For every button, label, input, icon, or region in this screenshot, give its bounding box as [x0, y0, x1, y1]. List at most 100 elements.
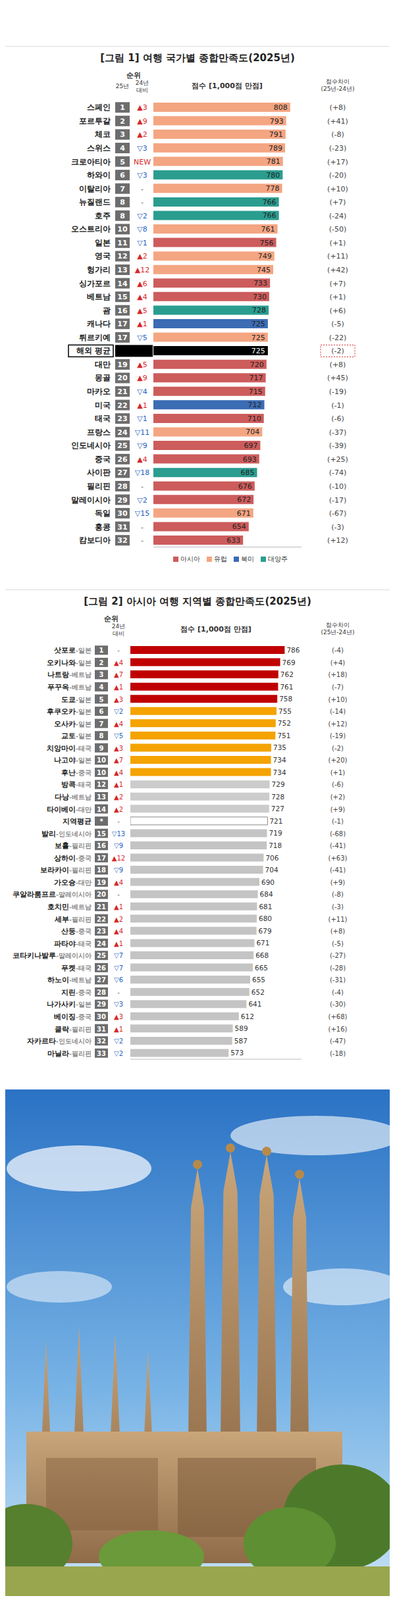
svg-text:3: 3: [99, 671, 105, 679]
svg-text:(-6): (-6): [331, 781, 344, 789]
svg-text:15: 15: [96, 830, 106, 838]
svg-text:(+16): (+16): [328, 1025, 348, 1033]
svg-text:(+10): (+10): [327, 184, 349, 194]
svg-text:5: 5: [99, 695, 105, 704]
svg-text:중국: 중국: [94, 454, 111, 465]
svg-text:10: 10: [96, 757, 106, 765]
svg-text:721: 721: [269, 816, 283, 825]
svg-text:쿠알라룸프르-말레이시아: 쿠알라룸프르-말레이시아: [12, 890, 92, 900]
svg-text:(+18): (+18): [328, 671, 348, 679]
svg-text:766: 766: [262, 211, 277, 220]
svg-text:17: 17: [96, 854, 106, 862]
svg-text:725: 725: [251, 333, 266, 343]
svg-text:-: -: [140, 482, 144, 492]
svg-text:29: 29: [96, 1001, 106, 1009]
svg-text:나고야-일본: 나고야-일본: [53, 756, 92, 765]
svg-text:706: 706: [265, 853, 279, 862]
svg-text:762: 762: [280, 670, 294, 679]
svg-text:30: 30: [117, 509, 128, 519]
svg-text:21: 21: [117, 387, 128, 397]
svg-text:프랑스: 프랑스: [86, 427, 111, 438]
svg-text:(-18): (-18): [329, 1050, 346, 1058]
svg-text:▽11: ▽11: [134, 428, 150, 438]
svg-text:11: 11: [117, 238, 128, 248]
svg-text:▲7: ▲7: [113, 757, 124, 765]
svg-text:-: -: [140, 536, 144, 546]
svg-text:▲1: ▲1: [136, 319, 147, 329]
svg-text:14: 14: [117, 279, 128, 289]
svg-text:▽5: ▽5: [113, 732, 124, 740]
svg-text:655: 655: [252, 976, 266, 985]
svg-text:25: 25: [117, 441, 128, 451]
svg-text:6: 6: [99, 708, 105, 716]
svg-text:체코: 체코: [94, 129, 111, 139]
svg-text:29: 29: [117, 496, 128, 505]
svg-text:(-20): (-20): [329, 171, 347, 180]
svg-text:독일: 독일: [94, 508, 111, 519]
svg-text:1: 1: [119, 103, 126, 112]
svg-text:▽18: ▽18: [134, 468, 150, 478]
svg-text:(-41): (-41): [329, 842, 346, 850]
svg-text:대만: 대만: [94, 360, 111, 370]
svg-text:(+8): (+8): [329, 103, 347, 112]
svg-text:▲2: ▲2: [113, 915, 124, 923]
svg-text:612: 612: [240, 1012, 255, 1021]
svg-text:-: -: [140, 523, 144, 532]
svg-text:▲4: ▲4: [136, 292, 147, 302]
svg-text:(-50): (-50): [329, 225, 347, 234]
svg-text:725: 725: [251, 346, 266, 356]
svg-text:710: 710: [247, 414, 262, 424]
svg-text:교토-일본: 교토-일본: [61, 732, 92, 741]
svg-text:(+2): (+2): [330, 793, 346, 801]
svg-text:▲2: ▲2: [136, 252, 147, 261]
svg-text:▲4: ▲4: [113, 720, 124, 728]
svg-text:호치민-베트남: 호치민-베트남: [47, 903, 92, 912]
svg-text:스위스: 스위스: [86, 143, 111, 153]
svg-text:(-28): (-28): [329, 964, 346, 972]
svg-text:(-3): (-3): [331, 523, 345, 532]
svg-text:(+11): (+11): [328, 915, 348, 923]
svg-text:(+41): (+41): [327, 117, 349, 126]
svg-text:781: 781: [266, 157, 281, 166]
svg-text:22: 22: [96, 915, 106, 923]
svg-text:▲12: ▲12: [134, 265, 150, 275]
svg-text:▲5: ▲5: [136, 360, 147, 370]
svg-text:(+7): (+7): [329, 279, 347, 289]
svg-text:(+17): (+17): [327, 158, 349, 167]
svg-text:(-27): (-27): [329, 952, 346, 960]
svg-text:태국: 태국: [94, 414, 111, 424]
svg-text:(-10): (-10): [329, 482, 347, 492]
svg-text:해외 평균: 해외 평균: [76, 346, 111, 356]
svg-text:4: 4: [119, 144, 126, 153]
svg-text:26: 26: [96, 964, 106, 972]
svg-text:(-19): (-19): [329, 387, 347, 397]
svg-text:(+1): (+1): [330, 768, 346, 777]
svg-text:▽1: ▽1: [136, 414, 147, 424]
svg-text:보홀-필리핀: 보홀-필리핀: [54, 842, 92, 851]
svg-text:(+25): (+25): [327, 455, 349, 465]
svg-text:(-3): (-3): [331, 903, 344, 912]
svg-text:(-1): (-1): [331, 818, 344, 826]
svg-text:▲1: ▲1: [113, 940, 124, 948]
svg-text:697: 697: [243, 441, 258, 451]
svg-text:(-23): (-23): [329, 144, 347, 153]
svg-text:▲6: ▲6: [136, 279, 147, 289]
svg-text:치앙마이-태국: 치앙마이-태국: [46, 743, 92, 753]
svg-text:지린-중국: 지린-중국: [60, 988, 92, 997]
svg-text:▽8: ▽8: [136, 225, 147, 234]
svg-text:베트남: 베트남: [86, 292, 111, 302]
svg-text:싱가포르: 싱가포르: [79, 279, 111, 289]
svg-text:4: 4: [99, 683, 105, 691]
svg-text:(+7): (+7): [329, 198, 347, 207]
svg-text:▽1: ▽1: [136, 238, 147, 248]
svg-text:산둥-중국: 산둥-중국: [61, 927, 92, 937]
svg-text:코타키나발루-말레이시아: 코타키나발루-말레이시아: [12, 951, 92, 961]
svg-text:671: 671: [237, 509, 251, 519]
svg-text:-: -: [117, 647, 120, 655]
svg-text:▲7: ▲7: [113, 671, 124, 679]
svg-text:미국: 미국: [94, 400, 111, 411]
svg-text:*: *: [99, 818, 104, 826]
svg-text:몽골: 몽골: [94, 373, 111, 383]
svg-text:717: 717: [249, 373, 264, 383]
svg-text:672: 672: [237, 495, 251, 505]
